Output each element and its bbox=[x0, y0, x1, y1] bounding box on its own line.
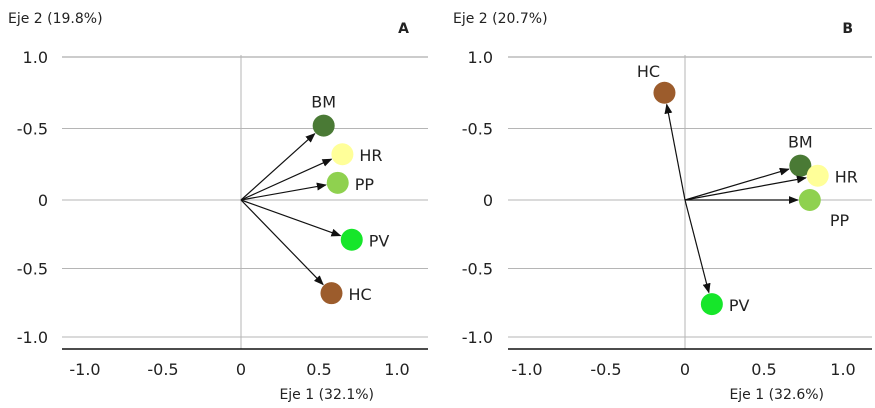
x-tick-label: 0.5 bbox=[751, 360, 776, 379]
point-label: BM bbox=[788, 133, 813, 152]
data-point bbox=[806, 164, 829, 187]
point-label: HC bbox=[637, 62, 660, 81]
point-label: PV bbox=[729, 296, 750, 315]
y-tick-label: -0.5 bbox=[17, 260, 48, 279]
vector-arrow bbox=[664, 103, 686, 201]
x-tick-label: 0.5 bbox=[306, 360, 331, 379]
y-axis-label: Eje 2 (19.8%) bbox=[8, 11, 103, 27]
x-axis-label: Eje 1 (32.1%) bbox=[279, 387, 374, 403]
x-tick-label: 0 bbox=[680, 360, 690, 379]
data-point bbox=[340, 228, 363, 251]
x-tick-label: -1.0 bbox=[69, 360, 100, 379]
data-point bbox=[331, 143, 354, 166]
data-point bbox=[320, 282, 343, 305]
vector-arrow bbox=[240, 158, 333, 201]
chart-panel-a: 1.0 -0.5 0 -0.5 -1.0 -1.0 -0.5 0 0.5 1.0 Eje 2 (19… bbox=[8, 11, 428, 403]
x-axis-label: Eje 1 (32.6%) bbox=[729, 387, 824, 403]
point-label: PP bbox=[830, 211, 850, 230]
vector-arrow bbox=[684, 175, 807, 201]
vector-arrow bbox=[684, 199, 711, 294]
point-label: PP bbox=[355, 175, 375, 194]
point-label: PV bbox=[369, 232, 390, 251]
point-label: BM bbox=[311, 93, 336, 112]
point-label: HR bbox=[359, 146, 382, 165]
data-point bbox=[700, 293, 723, 316]
chart-panel-b: 1.0 -0.5 0 -0.5 -1.0 -1.0 -0.5 0 0.5 1.0 Eje 2 (20… bbox=[453, 11, 872, 403]
y-axis-label: Eje 2 (20.7%) bbox=[453, 11, 548, 27]
y-tick-label: -1.0 bbox=[462, 328, 493, 347]
vector-arrow bbox=[240, 132, 316, 201]
vector-arrow bbox=[240, 199, 324, 286]
data-point bbox=[653, 81, 676, 104]
vector-arrow bbox=[684, 167, 790, 201]
vector-arrow bbox=[240, 199, 342, 237]
data-point bbox=[789, 154, 812, 177]
x-tick-label: 1.0 bbox=[384, 360, 409, 379]
y-tick-label: 0 bbox=[483, 191, 493, 210]
data-point bbox=[798, 189, 821, 211]
y-tick-label: -1.0 bbox=[17, 328, 48, 347]
y-tick-label: 0 bbox=[38, 191, 48, 210]
y-tick-label: -0.5 bbox=[462, 120, 493, 139]
y-tick-label: -0.5 bbox=[17, 120, 48, 139]
panel-label: B bbox=[842, 21, 853, 37]
data-point bbox=[326, 171, 349, 194]
x-tick-label: -1.0 bbox=[511, 360, 542, 379]
point-label: HR bbox=[835, 168, 858, 187]
y-tick-label: 1.0 bbox=[23, 48, 48, 67]
point-label: HC bbox=[348, 285, 371, 304]
data-point bbox=[312, 114, 335, 137]
y-tick-label: 1.0 bbox=[468, 48, 493, 67]
y-tick-label: -0.5 bbox=[462, 260, 493, 279]
vector-arrow bbox=[240, 182, 327, 201]
x-tick-label: -0.5 bbox=[590, 360, 621, 379]
x-tick-label: 0 bbox=[236, 360, 246, 379]
panel-label: A bbox=[398, 21, 409, 37]
x-tick-label: 1.0 bbox=[830, 360, 855, 379]
x-tick-label: -0.5 bbox=[147, 360, 178, 379]
